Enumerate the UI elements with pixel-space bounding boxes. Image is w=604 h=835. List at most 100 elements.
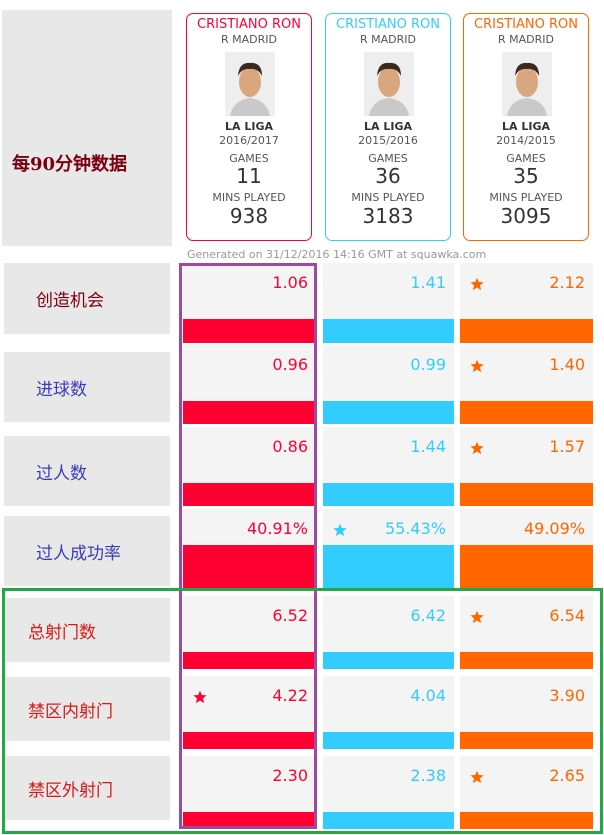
games-label: GAMES <box>229 152 269 165</box>
player-card: CRISTIANO RON R MADRID LA LIGA 2016/2017 GAM… <box>186 13 312 241</box>
stat-bar <box>460 732 593 749</box>
stat-bar <box>183 401 316 424</box>
stat-cell: 6.42 <box>323 596 454 669</box>
stat-value: 1.44 <box>410 437 446 456</box>
stat-value: 1.06 <box>272 273 308 292</box>
stat-value: 2.65 <box>549 766 585 785</box>
mins-label: MINS PLAYED <box>489 191 563 204</box>
player-card: CRISTIANO RON R MADRID LA LIGA 2015/2016 GAM… <box>325 13 451 241</box>
row-label: 过人成功率 <box>4 516 170 586</box>
best-star <box>470 359 484 373</box>
row-label: 禁区外射门 <box>4 756 170 820</box>
stat-bar <box>183 732 316 749</box>
player-name: CRISTIANO RON <box>197 17 301 32</box>
league: LA LIGA <box>502 120 550 133</box>
stat-cell: 0.86 <box>183 427 316 506</box>
games-label: GAMES <box>506 152 546 165</box>
player-photo <box>502 52 552 116</box>
stat-bar <box>183 545 316 588</box>
stat-value: 1.57 <box>549 437 585 456</box>
stat-value: 2.38 <box>410 766 446 785</box>
stat-value: 2.30 <box>272 766 308 785</box>
stat-value: 6.52 <box>272 606 308 625</box>
stat-value: 6.42 <box>410 606 446 625</box>
season: 2016/2017 <box>219 134 279 147</box>
games: 35 <box>513 164 539 188</box>
mins-label: MINS PLAYED <box>351 191 425 204</box>
stat-cell: 0.96 <box>183 345 316 424</box>
player-photo <box>364 52 414 116</box>
stat-value: 4.22 <box>272 686 308 705</box>
mins: 3183 <box>362 204 414 228</box>
stat-cell: 49.09% <box>460 509 593 588</box>
stat-cell: 6.52 <box>183 596 316 669</box>
stat-bar <box>460 812 593 829</box>
league: LA LIGA <box>225 120 273 133</box>
stat-bar <box>460 545 593 588</box>
best-star <box>470 277 484 291</box>
stat-cell: 2.12 <box>460 263 593 343</box>
stat-value: 0.99 <box>410 355 446 374</box>
stat-cell: 2.65 <box>460 756 593 829</box>
stat-cell: 1.06 <box>183 263 316 343</box>
stat-bar <box>460 652 593 669</box>
team: R MADRID <box>360 33 416 46</box>
team: R MADRID <box>221 33 277 46</box>
stat-cell: 2.38 <box>323 756 454 829</box>
stat-value: 4.04 <box>410 686 446 705</box>
stat-bar <box>183 319 316 343</box>
stat-cell: 1.41 <box>323 263 454 343</box>
stat-cell: 1.40 <box>460 345 593 424</box>
row-label: 进球数 <box>4 352 170 422</box>
team: R MADRID <box>498 33 554 46</box>
row-label: 创造机会 <box>4 263 170 334</box>
stat-cell: 6.54 <box>460 596 593 669</box>
stat-bar <box>460 483 593 506</box>
league: LA LIGA <box>364 120 412 133</box>
mins-label: MINS PLAYED <box>212 191 286 204</box>
player-name: CRISTIANO RON <box>336 17 440 32</box>
row-label: 禁区内射门 <box>4 677 170 741</box>
mins: 3095 <box>500 204 552 228</box>
stat-cell: 1.44 <box>323 427 454 506</box>
highlight-rows <box>2 588 603 834</box>
stat-cell: 3.90 <box>460 676 593 749</box>
stat-bar <box>323 652 454 669</box>
stat-bar <box>323 545 454 588</box>
stat-cell: 40.91% <box>183 509 316 588</box>
stat-value: 2.12 <box>549 273 585 292</box>
mins: 938 <box>229 204 269 228</box>
games: 36 <box>375 164 401 188</box>
player-card: CRISTIANO RON R MADRID LA LIGA 2014/2015 GAM… <box>463 13 589 241</box>
header-box <box>2 10 172 246</box>
stat-value: 49.09% <box>523 519 585 538</box>
stat-value: 0.96 <box>272 355 308 374</box>
player-name: CRISTIANO RON <box>474 17 578 32</box>
stat-cell: 4.22 <box>183 676 316 749</box>
header-label: 每90分钟数据 <box>12 154 128 175</box>
stat-cell: 2.30 <box>183 756 316 829</box>
stat-bar <box>323 401 454 424</box>
stat-bar <box>323 319 454 343</box>
stat-bar <box>460 319 593 343</box>
games: 11 <box>236 164 262 188</box>
stat-bar <box>183 483 316 506</box>
generated-note: Generated on 31/12/2016 14:16 GMT at squ… <box>187 248 487 261</box>
highlight-column <box>179 263 317 829</box>
player-photo <box>225 52 275 116</box>
stat-bar <box>323 483 454 506</box>
stat-cell: 55.43% <box>323 509 454 588</box>
best-star <box>193 690 207 704</box>
stat-cell: 4.04 <box>323 676 454 749</box>
best-star <box>470 770 484 784</box>
stat-bar <box>323 732 454 749</box>
best-star <box>470 610 484 624</box>
stat-bar <box>183 812 316 829</box>
row-label: 过人数 <box>4 436 170 506</box>
row-label: 总射门数 <box>4 598 170 662</box>
stat-bar <box>460 401 593 424</box>
games-label: GAMES <box>368 152 408 165</box>
stat-bar <box>183 652 316 669</box>
stat-value: 1.41 <box>410 273 446 292</box>
